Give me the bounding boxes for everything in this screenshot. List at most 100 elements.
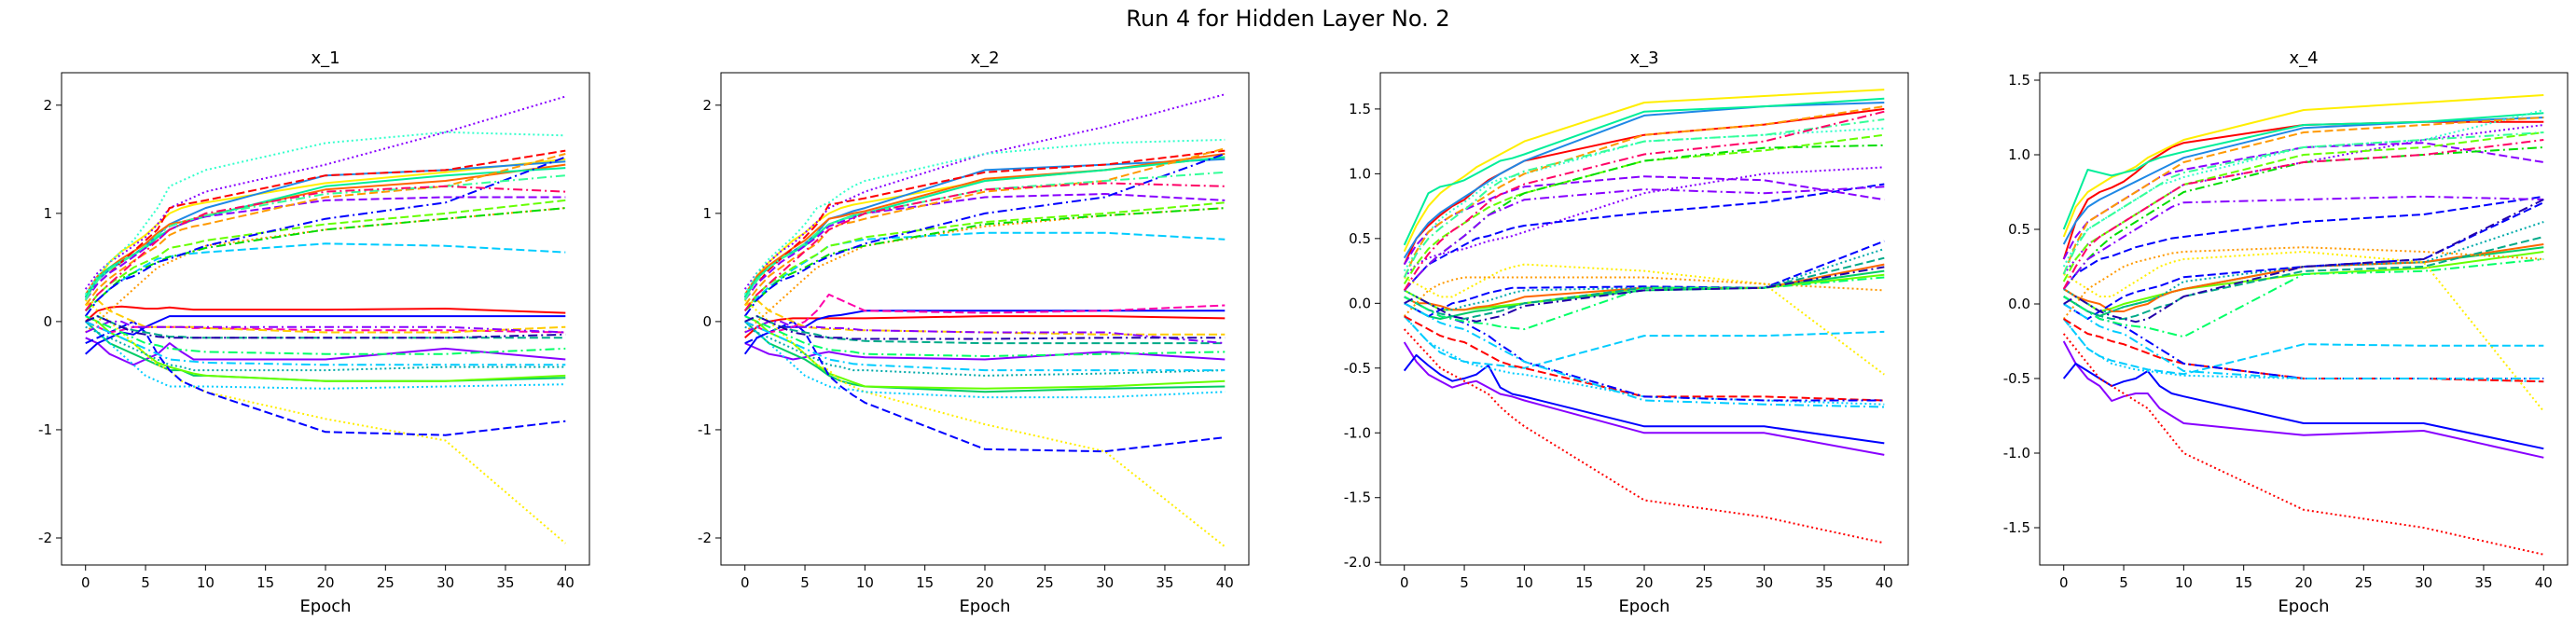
y-tick-label: 0.0 [1349,295,1371,311]
series-line [84,131,566,296]
x-tick-label: 0 [1400,574,1409,591]
y-tick-label: 1 [43,205,52,222]
series-line [84,174,566,301]
series-line [743,182,1226,311]
x-axis-label: Epoch [2278,597,2329,616]
series-line [2062,117,2544,245]
x-tick-label: 40 [1216,574,1234,591]
series-line [744,293,1226,334]
series-line [85,207,566,312]
panel-2: x_2 0 5 10 15 20 25 30 35 40 -2 -1 0 1 2 Epoch [698,48,1250,616]
y-tick-label: -0.5 [1344,360,1371,377]
y-tick-label: -1 [38,421,52,438]
series-line [744,315,1226,340]
series-line [744,320,1226,453]
x-tick-label: 40 [557,574,575,591]
series-line [2063,243,2544,312]
y-tick-label: -1 [698,421,712,438]
y-tick-label: 2 [43,97,52,114]
y-tick-label: -1.0 [2003,445,2030,462]
x-tick-label: 0 [2059,574,2069,591]
series-line [1404,240,1885,318]
x-tick-label: 15 [2235,574,2252,591]
x-tick-label: 40 [1876,574,1893,591]
series-line [2063,201,2544,320]
panel-title: x_4 [2289,48,2318,68]
series-line [84,153,566,307]
x-tick-label: 10 [856,574,874,591]
x-tick-label: 35 [1156,574,1173,591]
x-tick-label: 5 [1460,574,1469,591]
x-tick-label: 35 [1815,574,1833,591]
x-tick-label: 15 [1575,574,1593,591]
series-line [1404,263,1885,376]
panel-3: x_3 0 5 10 15 20 25 30 35 40 -2.0 -1.5 -1.0 -0.5 0.0 0.… [1344,48,1909,616]
series-line [85,315,566,355]
x-tick-label: 15 [256,574,274,591]
series-line [743,138,1226,296]
series-line [2062,120,2544,260]
series-line [1403,133,1885,285]
series-line [1403,102,1885,259]
series-line [1403,276,1885,317]
series-line [85,305,566,323]
series-line [744,325,1226,377]
y-tick-label: 1 [702,205,712,222]
x-tick-label: 25 [1696,574,1713,591]
series-line [84,199,566,311]
series-line [1404,266,1885,323]
y-tick-label: -1.5 [2003,519,2030,536]
series-line [744,298,1226,336]
series-line [1403,110,1885,291]
x-tick-label: 30 [1096,574,1114,591]
series-line [744,298,1226,548]
series-line [743,193,1226,301]
x-axis-label: Epoch [299,597,351,616]
series-line [744,321,1226,399]
x-tick-label: 5 [2119,574,2128,591]
series-group [2062,94,2545,556]
series-line [84,95,566,290]
series-line [1404,302,1885,408]
x-tick-label: 25 [2355,574,2373,591]
series-line [744,320,1226,372]
series-line [744,342,1226,361]
series-line [2062,318,2544,383]
series-line [743,171,1226,301]
series-line [85,315,566,382]
series-line [2062,112,2544,230]
y-tick-label: -1.0 [1344,424,1371,441]
series-line [743,231,1226,311]
x-tick-label: 5 [800,574,810,591]
plot-frame [61,72,590,566]
x-tick-label: 30 [2415,574,2432,591]
series-line [84,167,566,297]
series-line [2063,303,2544,379]
x-tick-label: 35 [496,574,514,591]
series-line [2062,246,2544,320]
series-group [84,95,566,544]
x-tick-label: 5 [141,574,150,591]
series-line [84,185,566,311]
series-line [2062,340,2544,459]
x-tick-label: 0 [81,574,90,591]
series-line [84,156,566,317]
panel-title: x_1 [311,48,339,68]
y-tick-label: -1.5 [1344,489,1371,506]
panel-title: x_3 [1629,48,1658,68]
y-tick-label: -2.0 [1344,554,1371,571]
panel-title: x_2 [970,48,999,68]
y-tick-label: 1.5 [1349,101,1371,117]
series-line [2063,236,2544,320]
x-tick-label: 35 [2474,574,2492,591]
series-line [1403,89,1885,253]
x-tick-label: 0 [741,574,750,591]
figure-title: Run 4 for Hidden Layer No. 2 [1126,6,1450,32]
series-line [1403,166,1885,279]
x-axis-label: Epoch [959,597,1010,616]
series-line [744,315,1226,390]
series-line [85,320,566,334]
y-tick-label: -0.5 [2003,370,2030,387]
y-tick-label: 2 [702,97,712,114]
